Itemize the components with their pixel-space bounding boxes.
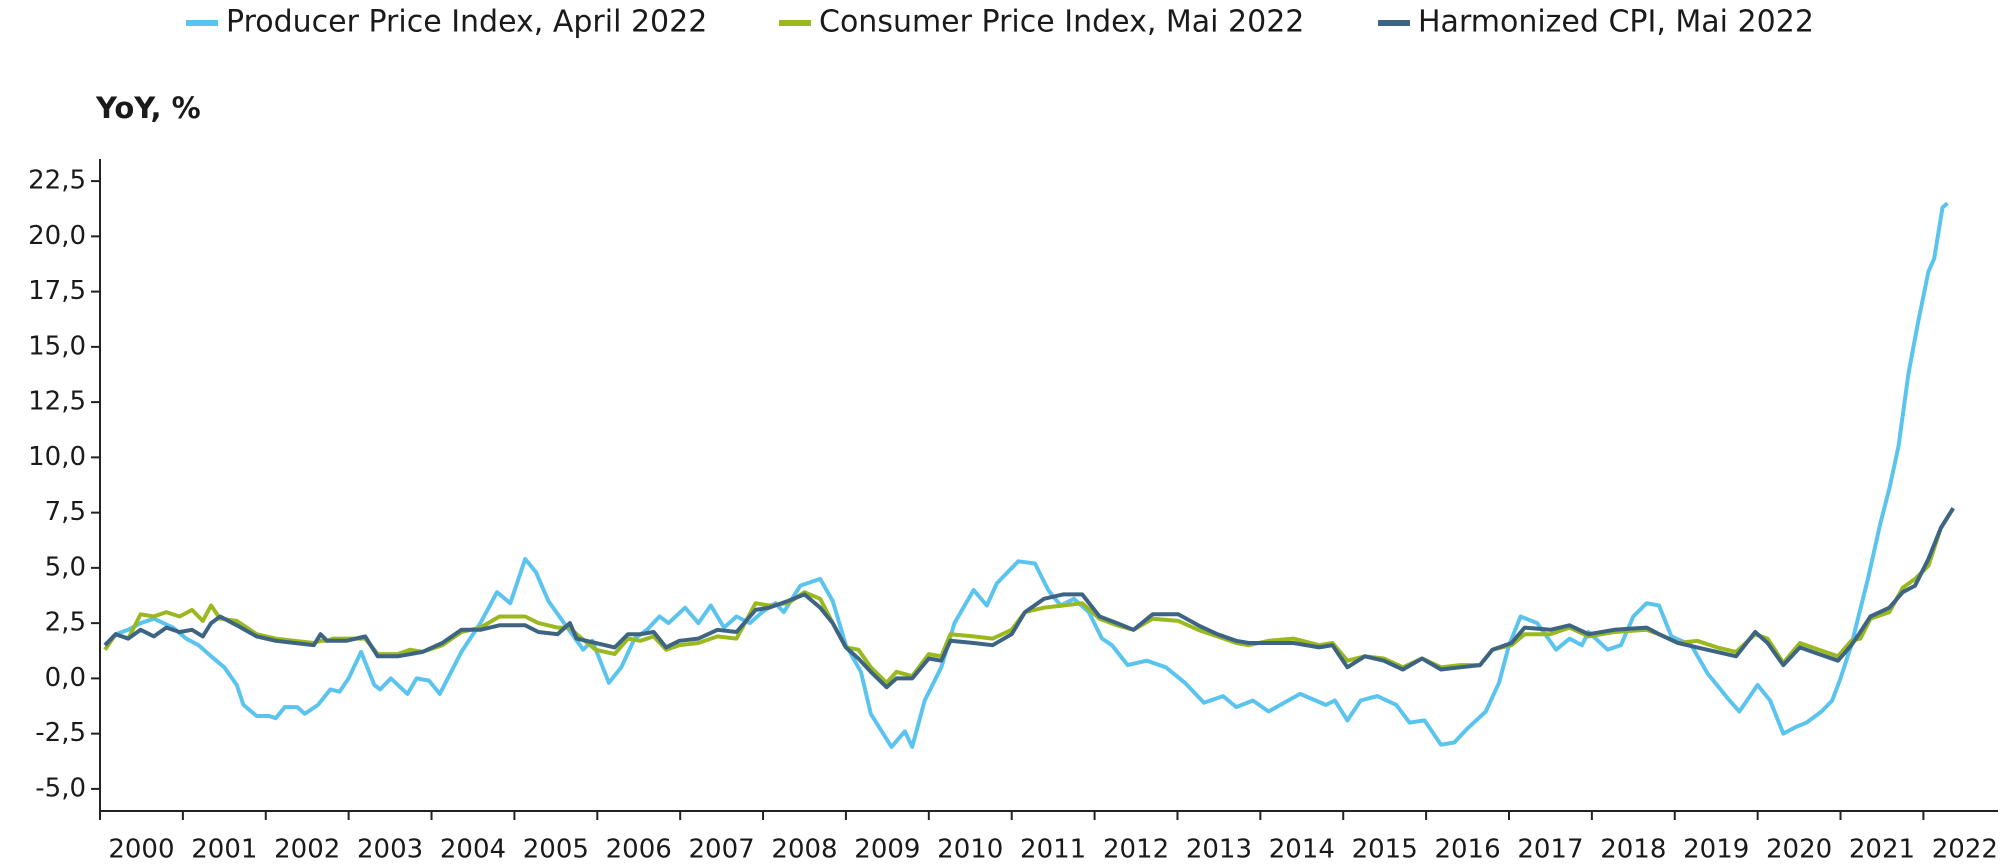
x-tick-label: 2017 [1517, 835, 1583, 865]
x-tick-label: 2009 [854, 835, 920, 865]
x-tick-label: 2020 [1766, 835, 1832, 865]
y-tick-label: -5,0 [35, 773, 86, 803]
y-tick-label: 22,5 [28, 166, 86, 196]
x-tick-label: 2010 [937, 835, 1003, 865]
y-axis-label: YoY, % [95, 91, 201, 125]
series-line [103, 507, 1955, 690]
y-tick-label: 15,0 [28, 331, 86, 361]
series-line [103, 201, 1949, 749]
y-tick-label: 5,0 [45, 552, 86, 582]
x-tick-label: 2022 [1932, 835, 1998, 865]
y-tick-label: 0,0 [45, 663, 86, 693]
legend-label: Consumer Price Index, Mai 2022 [819, 5, 1304, 40]
x-tick-label: 2000 [108, 835, 174, 865]
y-tick-label: 10,0 [28, 442, 86, 472]
y-tick-label: 20,0 [28, 221, 86, 251]
legend-label: Producer Price Index, April 2022 [226, 5, 707, 40]
y-tick-label: 12,5 [28, 387, 86, 417]
x-tick-label: 2015 [1352, 835, 1418, 865]
x-tick-label: 2006 [606, 835, 672, 865]
x-tick-label: 2003 [357, 835, 423, 865]
y-tick-label: 2,5 [45, 608, 86, 638]
x-tick-label: 2019 [1683, 835, 1749, 865]
x-tick-label: 2008 [771, 835, 837, 865]
x-tick-label: 2005 [523, 835, 589, 865]
x-tick-label: 2012 [1103, 835, 1169, 865]
x-tick-label: 2013 [1186, 835, 1252, 865]
x-tick-label: 2016 [1434, 835, 1500, 865]
x-tick-label: 2004 [440, 835, 506, 865]
x-tick-label: 2011 [1020, 835, 1086, 865]
y-tick-label: 7,5 [45, 497, 86, 527]
y-tick-label: 17,5 [28, 276, 86, 306]
x-tick-label: 2007 [689, 835, 755, 865]
x-tick-label: 2001 [191, 835, 257, 865]
x-tick-label: 2014 [1269, 835, 1335, 865]
x-tick-label: 2018 [1600, 835, 1666, 865]
x-tick-label: 2002 [274, 835, 340, 865]
legend-label: Harmonized CPI, Mai 2022 [1418, 5, 1814, 40]
x-tick-label: 2021 [1849, 835, 1915, 865]
y-tick-label: -2,5 [35, 718, 86, 748]
